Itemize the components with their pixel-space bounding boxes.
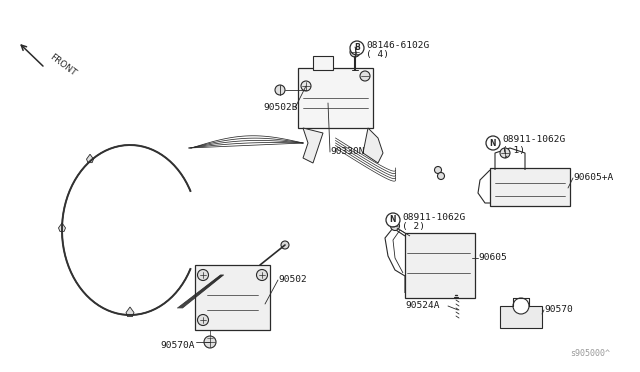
Text: 08911-1062G: 08911-1062G <box>402 212 465 221</box>
Polygon shape <box>86 154 93 163</box>
Polygon shape <box>58 223 65 231</box>
Text: 90605: 90605 <box>478 253 507 263</box>
Circle shape <box>281 241 289 249</box>
Text: FRONT: FRONT <box>48 52 78 78</box>
FancyBboxPatch shape <box>313 56 333 70</box>
Circle shape <box>390 221 399 231</box>
Polygon shape <box>303 128 323 163</box>
Circle shape <box>486 136 500 150</box>
Circle shape <box>386 213 400 227</box>
Text: 90570: 90570 <box>544 305 573 314</box>
Circle shape <box>350 41 364 55</box>
FancyBboxPatch shape <box>298 68 373 128</box>
Circle shape <box>435 167 442 173</box>
Circle shape <box>257 269 268 280</box>
Text: 90605+A: 90605+A <box>573 173 613 183</box>
Circle shape <box>198 314 209 326</box>
Text: ( 2): ( 2) <box>402 222 425 231</box>
Circle shape <box>301 81 311 91</box>
FancyBboxPatch shape <box>490 168 570 206</box>
Circle shape <box>513 298 529 314</box>
Circle shape <box>438 173 445 180</box>
Circle shape <box>350 47 360 57</box>
Polygon shape <box>126 307 134 317</box>
FancyBboxPatch shape <box>500 306 542 328</box>
Circle shape <box>204 336 216 348</box>
FancyBboxPatch shape <box>405 233 475 298</box>
Text: 90524A: 90524A <box>405 301 440 311</box>
Text: B: B <box>354 44 360 52</box>
Text: 08911-1062G: 08911-1062G <box>502 135 565 144</box>
Text: N: N <box>490 138 496 148</box>
Circle shape <box>360 71 370 81</box>
Text: 90502B: 90502B <box>263 103 298 112</box>
Circle shape <box>275 85 285 95</box>
Text: 90330N: 90330N <box>330 148 365 157</box>
Text: 90502: 90502 <box>278 276 307 285</box>
Text: 08146-6102G: 08146-6102G <box>366 41 429 49</box>
Circle shape <box>198 269 209 280</box>
Text: ( 4): ( 4) <box>366 51 389 60</box>
Text: s905000^: s905000^ <box>570 349 610 358</box>
FancyBboxPatch shape <box>195 265 270 330</box>
Polygon shape <box>363 128 383 163</box>
Text: ( 1): ( 1) <box>502 145 525 154</box>
Text: N: N <box>390 215 396 224</box>
Text: 90570A: 90570A <box>160 340 195 350</box>
Circle shape <box>500 148 510 158</box>
